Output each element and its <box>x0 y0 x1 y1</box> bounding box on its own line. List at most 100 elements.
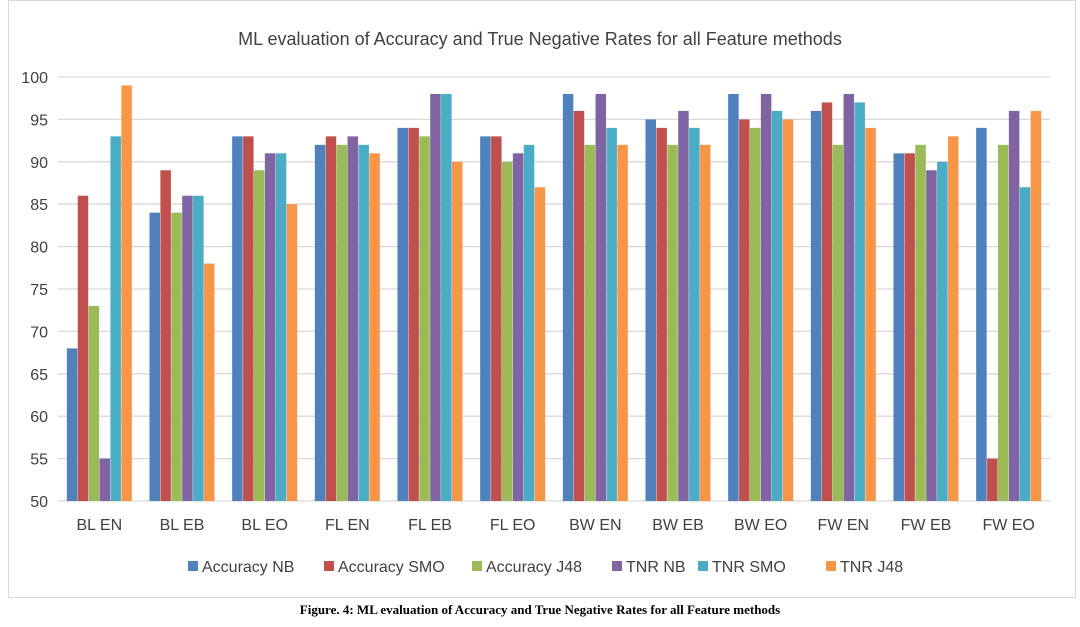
bar-accuracy-smo <box>243 136 254 502</box>
bar-tnr-nb <box>99 458 111 501</box>
y-tick-label: 100 <box>21 70 48 87</box>
legend-swatch <box>826 561 836 571</box>
bar-tnr-nb <box>347 136 359 502</box>
legend-label: TNR NB <box>626 559 686 576</box>
bar-accuracy-smo <box>573 110 585 502</box>
bar-accuracy-smo <box>491 136 502 502</box>
bar-accuracy-nb <box>397 127 408 501</box>
bar-accuracy-smo <box>987 458 998 501</box>
bar-accuracy-j48 <box>584 144 596 501</box>
bar-tnr-nb <box>182 195 193 501</box>
y-tick-label: 95 <box>30 112 48 129</box>
bar-accuracy-j48 <box>171 212 182 501</box>
bar-tnr-nb <box>926 170 937 501</box>
bar-accuracy-j48 <box>997 144 1009 501</box>
legend-label: Accuracy NB <box>202 559 294 576</box>
bar-accuracy-j48 <box>501 161 513 502</box>
legend-label: Accuracy SMO <box>338 559 445 576</box>
bar-accuracy-smo <box>821 102 833 501</box>
bar-tnr-smo <box>441 93 452 502</box>
chart-title: ML evaluation of Accuracy and True Negat… <box>238 29 842 49</box>
bar-accuracy-nb <box>728 93 739 502</box>
y-tick-label: 80 <box>30 240 48 257</box>
bar-chart: ML evaluation of Accuracy and True Negat… <box>21 29 1050 576</box>
bar-accuracy-nb <box>480 136 491 502</box>
legend-label: TNR J48 <box>840 559 903 576</box>
bar-tnr-smo <box>771 110 783 502</box>
bar-tnr-j48 <box>452 161 463 502</box>
bar-tnr-j48 <box>700 144 711 501</box>
bar-tnr-j48 <box>204 263 215 501</box>
y-tick-label: 70 <box>30 324 48 341</box>
y-tick-label: 85 <box>30 197 48 214</box>
x-tick-label: BL EN <box>77 517 123 534</box>
y-tick-label: 75 <box>30 282 48 299</box>
bar-tnr-j48 <box>286 204 298 501</box>
legend-swatch <box>472 561 482 571</box>
bar-tnr-smo <box>523 144 535 501</box>
y-tick-label: 50 <box>30 494 48 511</box>
x-tick-label: BL EB <box>160 517 205 534</box>
bar-tnr-j48 <box>782 119 794 502</box>
bar-accuracy-nb <box>66 348 78 501</box>
bar-tnr-nb <box>595 93 607 502</box>
bar-accuracy-j48 <box>336 144 348 501</box>
bar-accuracy-nb <box>232 136 243 502</box>
bar-accuracy-j48 <box>832 144 844 501</box>
x-tick-label: BL EO <box>241 517 288 534</box>
x-tick-label: FW EB <box>901 517 952 534</box>
bar-tnr-nb <box>264 153 276 501</box>
bar-accuracy-nb <box>314 144 326 501</box>
x-tick-label: FL EN <box>325 517 370 534</box>
y-tick-label: 90 <box>30 155 48 172</box>
bar-tnr-nb <box>678 110 689 502</box>
x-axis-ticks: BL EN BL EB BL EO FL EN FL EB FL EO BW EN BW EB… <box>77 517 1035 534</box>
bar-tnr-nb <box>512 153 524 501</box>
bar-accuracy-nb <box>562 93 574 502</box>
bar-tnr-smo <box>275 153 287 501</box>
bar-accuracy-j48 <box>749 127 761 501</box>
bar-tnr-smo <box>1019 187 1031 502</box>
y-tick-label: 60 <box>30 409 48 426</box>
bar-tnr-j48 <box>865 127 876 501</box>
x-tick-label: FL EB <box>408 517 452 534</box>
bar-accuracy-smo <box>656 127 667 501</box>
bar-tnr-nb <box>843 93 855 502</box>
figure-caption: Figure. 4: ML evaluation of Accuracy and… <box>299 602 781 617</box>
x-tick-label: BW EO <box>734 517 787 534</box>
legend-swatch <box>612 561 622 571</box>
bar-accuracy-j48 <box>88 305 100 501</box>
bar-tnr-j48 <box>1030 110 1042 502</box>
bar-tnr-j48 <box>534 187 546 502</box>
bar-accuracy-smo <box>77 195 89 501</box>
y-tick-label: 65 <box>30 367 48 384</box>
y-tick-label: 55 <box>30 452 48 469</box>
x-tick-label: FW EO <box>982 517 1034 534</box>
legend-label: Accuracy J48 <box>486 559 582 576</box>
bar-tnr-smo <box>110 136 121 502</box>
legend-label: TNR SMO <box>712 559 786 576</box>
legend-swatch <box>324 561 334 571</box>
x-tick-label: FL EO <box>490 517 536 534</box>
bar-accuracy-nb <box>810 110 822 502</box>
bar-tnr-smo <box>358 144 369 501</box>
bar-accuracy-nb <box>645 119 656 502</box>
bar-tnr-j48 <box>121 85 132 501</box>
bar-tnr-j48 <box>369 153 380 501</box>
x-tick-label: BW EB <box>652 517 704 534</box>
bar-tnr-j48 <box>617 144 628 501</box>
bar-accuracy-nb <box>976 127 987 501</box>
bar-tnr-smo <box>193 195 204 501</box>
bar-accuracy-j48 <box>667 144 678 501</box>
y-axis-ticks: 50 55 60 65 70 75 80 85 90 95 100 <box>21 70 48 511</box>
legend: Accuracy NB Accuracy SMO Accuracy J48 TNR N… <box>188 559 903 576</box>
bar-accuracy-j48 <box>419 136 430 502</box>
bar-accuracy-j48 <box>915 144 926 501</box>
bar-tnr-nb <box>1008 110 1020 502</box>
bar-tnr-j48 <box>948 136 959 502</box>
legend-swatch <box>698 561 708 571</box>
bar-accuracy-nb <box>893 153 904 501</box>
bar-accuracy-j48 <box>253 170 265 501</box>
bar-accuracy-smo <box>160 170 171 501</box>
bar-tnr-smo <box>606 127 617 501</box>
